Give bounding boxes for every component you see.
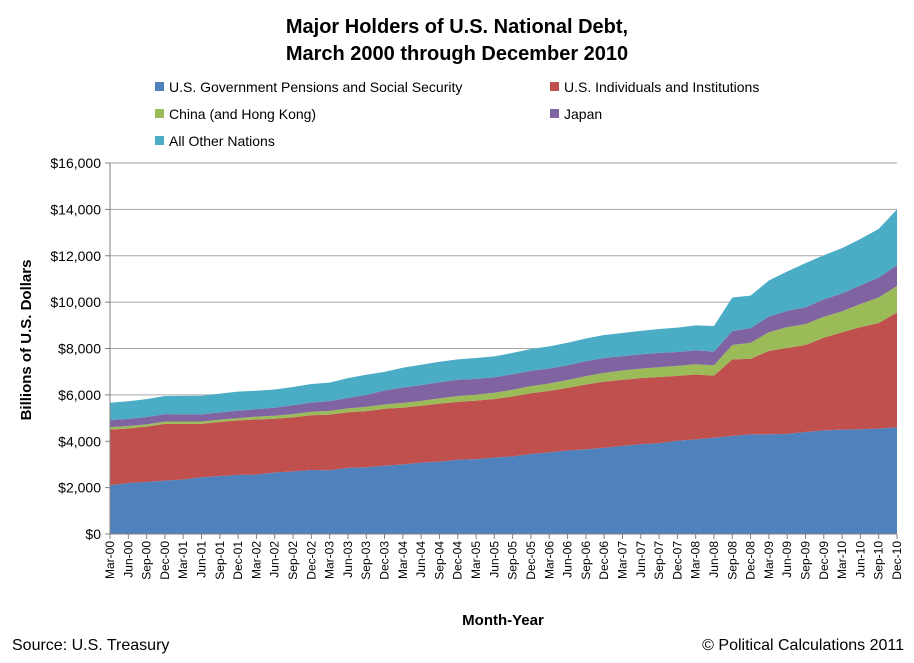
x-tick-label: Jun-09 [780, 541, 794, 578]
legend-label: China (and Hong Kong) [169, 106, 316, 122]
y-tick-label: $8,000 [58, 341, 101, 357]
legend-swatch [155, 109, 164, 118]
x-tick-label: Dec-07 [670, 541, 684, 580]
x-tick-label: Sep-10 [872, 541, 886, 580]
legend-swatch [155, 136, 164, 145]
chart-title-line-2: March 2000 through December 2010 [286, 43, 628, 65]
x-tick-label: Jun-07 [634, 541, 648, 578]
x-tick-label: Dec-03 [378, 541, 392, 580]
x-tick-label: Mar-05 [469, 541, 483, 579]
y-tick-label: $0 [85, 526, 101, 542]
legend-label: All Other Nations [169, 133, 275, 149]
x-tick-label: Sep-04 [432, 541, 446, 580]
x-tick-label: Sep-02 [286, 541, 300, 580]
x-tick-labels: Mar-00 Jun-00 Sep-00 Dec-00 Mar-01 Jun-01 Sep-… [103, 534, 904, 580]
area-series-2 [110, 312, 897, 486]
y-tick-labels: $0 $2,000 $4,000 $6,000 $8,000 $10,000 $12,000… [50, 155, 110, 542]
source-note: Source: U.S. Treasury [12, 637, 169, 654]
x-tick-label: Dec-00 [158, 541, 172, 580]
x-tick-label: Mar-06 [542, 541, 556, 579]
x-tick-label: Mar-01 [176, 541, 190, 579]
x-tick-label: Jun-08 [707, 541, 721, 578]
y-tick-label: $4,000 [58, 433, 101, 449]
x-tick-label: Mar-00 [103, 541, 117, 579]
x-tick-label: Jun-05 [487, 541, 501, 578]
x-tick-label: Jun-03 [341, 541, 355, 578]
x-tick-label: Mar-04 [396, 541, 410, 579]
x-tick-label: Dec-02 [304, 541, 318, 580]
area-series-3 [110, 285, 897, 430]
x-tick-label: Dec-04 [451, 541, 465, 580]
x-tick-label: Mar-09 [762, 541, 776, 579]
x-tick-label: Sep-08 [725, 541, 739, 580]
y-axis-title: Billions of U.S. Dollars [18, 260, 35, 421]
x-tick-label: Dec-05 [524, 541, 538, 580]
x-tick-label: Sep-03 [359, 541, 373, 580]
credit-note: © Political Calculations 2011 [702, 637, 904, 654]
x-tick-label: Dec-01 [231, 541, 245, 580]
x-tick-label: Sep-09 [798, 541, 812, 580]
area-series [110, 209, 897, 534]
x-axis-title: Month-Year [462, 612, 544, 629]
x-tick-label: Sep-07 [652, 541, 666, 580]
y-tick-label: $16,000 [50, 155, 101, 171]
x-tick-label: Sep-00 [140, 541, 154, 580]
x-tick-label: Sep-05 [506, 541, 520, 580]
x-tick-label: Mar-07 [615, 541, 629, 579]
y-tick-label: $6,000 [58, 387, 101, 403]
x-tick-label: Jun-01 [195, 541, 209, 578]
area-series-5 [110, 209, 897, 421]
x-tick-label: Mar-02 [249, 541, 263, 579]
x-tick-label: Jun-10 [853, 541, 867, 578]
x-tick-label: Dec-10 [890, 541, 904, 580]
y-tick-label: $2,000 [58, 480, 101, 496]
legend-label: Japan [564, 106, 602, 122]
legend-swatch [550, 82, 559, 91]
x-tick-label: Sep-06 [579, 541, 593, 580]
x-tick-label: Dec-09 [817, 541, 831, 580]
x-tick-label: Jun-04 [414, 541, 428, 578]
legend-swatch [155, 82, 164, 91]
x-tick-label: Jun-02 [268, 541, 282, 578]
x-tick-label: Mar-03 [323, 541, 337, 579]
legend-swatch [550, 109, 559, 118]
y-tick-label: $12,000 [50, 248, 101, 264]
legend-label: U.S. Individuals and Institutions [564, 79, 759, 95]
legend-label: U.S. Government Pensions and Social Secu… [169, 79, 462, 95]
x-tick-label: Jun-00 [121, 541, 135, 578]
y-tick-label: $14,000 [50, 201, 101, 217]
x-tick-label: Mar-10 [835, 541, 849, 579]
x-tick-label: Dec-08 [744, 541, 758, 580]
area-series-1 [110, 427, 897, 534]
x-tick-label: Jun-06 [561, 541, 575, 578]
y-tick-label: $10,000 [50, 294, 101, 310]
x-tick-label: Sep-01 [213, 541, 227, 580]
legend: U.S. Government Pensions and Social Secu… [155, 79, 759, 149]
x-tick-label: Dec-06 [597, 541, 611, 580]
x-tick-label: Mar-08 [689, 541, 703, 579]
chart-title-line-1: Major Holders of U.S. National Debt, [286, 16, 628, 38]
